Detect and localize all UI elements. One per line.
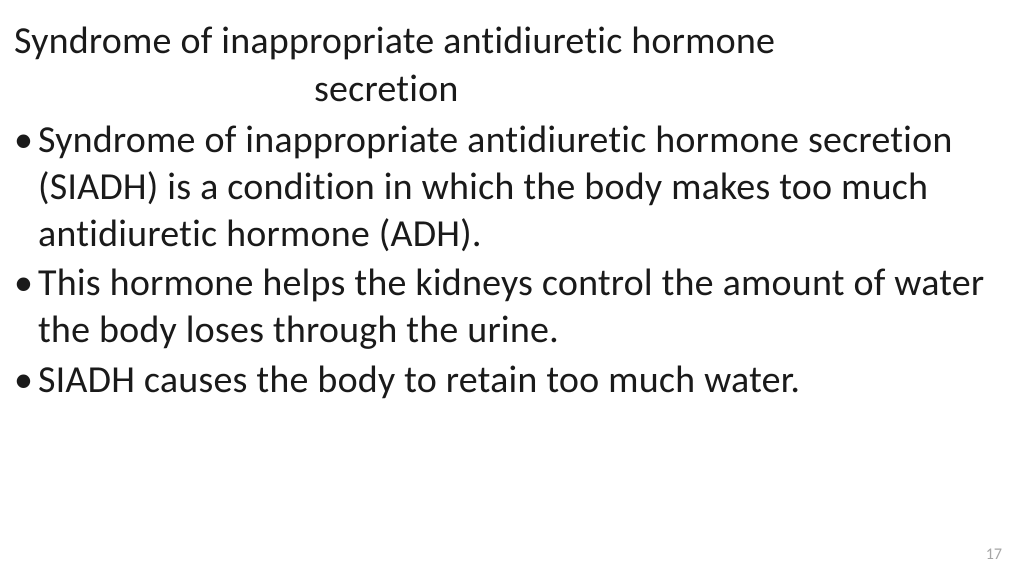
slide: Syndrome of inappropriate antidiuretic h…	[0, 0, 1024, 576]
list-item: Syndrome of inappropriate antidiuretic h…	[14, 117, 1010, 258]
title-line-2: secretion	[14, 66, 1010, 114]
title-line-1: Syndrome of inappropriate antidiuretic h…	[14, 18, 1010, 66]
list-item: This hormone helps the kidneys control t…	[14, 260, 1010, 354]
bullet-list: Syndrome of inappropriate antidiuretic h…	[14, 117, 1010, 404]
page-number: 17	[986, 545, 1002, 564]
list-item: SIADH causes the body to retain too much…	[14, 357, 1010, 404]
